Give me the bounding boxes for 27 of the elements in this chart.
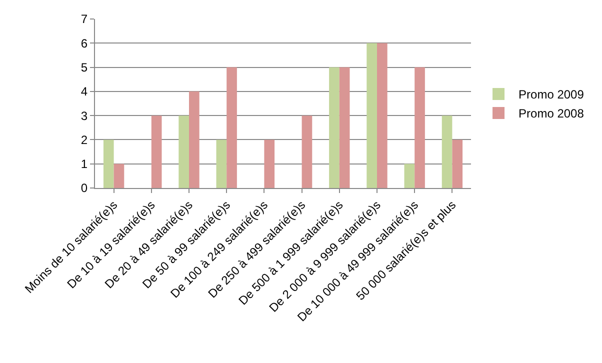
- legend-label: Promo 2008: [518, 106, 584, 121]
- bar: [216, 140, 227, 188]
- y-tick-label: 4: [80, 84, 88, 99]
- bar: [151, 116, 162, 188]
- bar: [442, 116, 452, 188]
- bar: [366, 43, 377, 188]
- bar: [226, 67, 237, 188]
- bar: [178, 116, 189, 188]
- y-tick-label: 3: [80, 108, 88, 123]
- y-tick-label: 5: [80, 60, 88, 74]
- y-tick-label: 0: [80, 181, 88, 196]
- bar: [377, 43, 388, 188]
- bar: [264, 140, 275, 188]
- bar: [339, 67, 350, 188]
- bar: [302, 116, 312, 188]
- bar: [414, 67, 425, 188]
- y-tick-label: 6: [80, 36, 88, 50]
- y-tick-label: 1: [80, 157, 88, 172]
- bar: [114, 164, 124, 188]
- bar: [452, 140, 463, 188]
- bar: [404, 164, 415, 188]
- bar: [329, 67, 340, 188]
- legend-label: Promo 2009: [518, 88, 584, 102]
- y-tick-label: 7: [80, 12, 88, 26]
- bar: [189, 91, 200, 188]
- bar: [103, 140, 114, 188]
- y-tick-label: 2: [80, 132, 88, 147]
